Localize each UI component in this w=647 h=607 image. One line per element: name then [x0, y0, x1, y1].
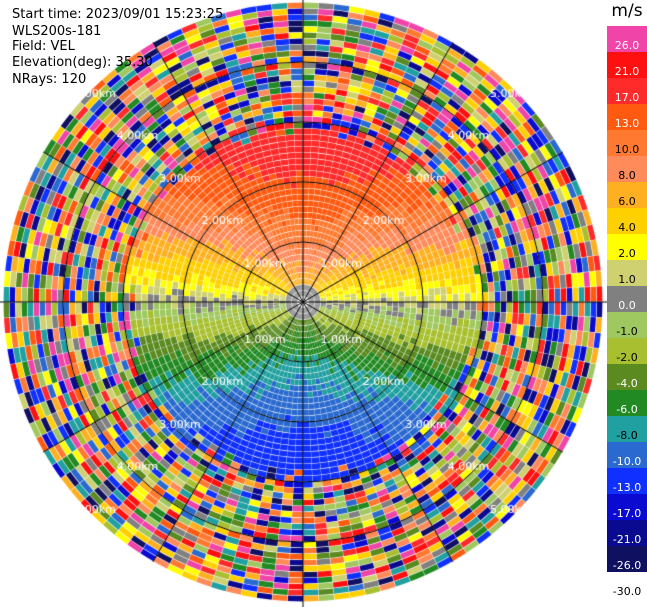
colorbar-tick-label: 17.0	[614, 91, 640, 105]
colorbar-swatch	[607, 52, 647, 79]
colorbar-tick-label: -1.0	[616, 325, 638, 339]
colorbar-swatch	[607, 26, 647, 53]
colorbar-tick-label: -10.0	[612, 455, 642, 469]
colorbar-swatch	[607, 494, 647, 521]
colorbar-tick-label: -2.0	[616, 351, 638, 365]
colorbar-swatch	[607, 312, 647, 339]
colorbar-swatch	[607, 546, 647, 573]
colorbar-swatch	[607, 104, 647, 131]
colorbar-swatch	[607, 260, 647, 287]
colorbar-tick-label: -17.0	[612, 507, 642, 521]
colorbar-swatch	[607, 182, 647, 209]
colorbar-tick-label: 1.0	[618, 273, 636, 287]
radar-ppi-plot	[0, 0, 607, 607]
colorbar-tick-label: 0.0	[618, 299, 636, 313]
colorbar-swatch	[607, 572, 647, 599]
colorbar: 26.0 21.0 17.0 13.0 10.0 8.0 6.0 4.0 2.0 1.0 0.0 -1…	[607, 26, 647, 599]
colorbar-swatch	[607, 338, 647, 365]
colorbar-tick-label: -13.0	[612, 481, 642, 495]
colorbar-swatch	[607, 390, 647, 417]
colorbar-swatch	[607, 286, 647, 313]
field-label: Field: VEL	[12, 39, 75, 54]
colorbar-swatch	[607, 78, 647, 105]
colorbar-swatch	[607, 468, 647, 495]
colorbar-tick-label: -21.0	[612, 533, 642, 547]
colorbar-swatch	[607, 520, 647, 547]
site-label: WLS200s-181	[12, 24, 102, 39]
colorbar-swatch	[607, 364, 647, 391]
colorbar-tick-label: 8.0	[618, 169, 636, 183]
colorbar-tick-label: -8.0	[616, 429, 638, 443]
colorbar-tick-label: 10.0	[614, 143, 640, 157]
colorbar-unit: m/s	[611, 1, 643, 21]
colorbar-tick-label: -6.0	[616, 403, 638, 417]
colorbar-tick-label: 13.0	[614, 117, 640, 131]
colorbar-tick-label: 6.0	[618, 195, 636, 209]
colorbar-tick-label: 4.0	[618, 221, 636, 235]
colorbar-tick-label: -26.0	[612, 559, 642, 573]
colorbar-swatch	[607, 208, 647, 235]
colorbar-swatch	[607, 442, 647, 469]
colorbar-swatch	[607, 156, 647, 183]
colorbar-swatch	[607, 416, 647, 443]
colorbar-tick-label: -4.0	[616, 377, 638, 391]
colorbar-swatch	[607, 234, 647, 261]
colorbar-tick-label: 2.0	[618, 247, 636, 261]
colorbar-tick-label: 26.0	[614, 39, 640, 53]
colorbar-swatch	[607, 130, 647, 157]
colorbar-tick-label: -30.0	[612, 585, 642, 599]
start-time-label: Start time: 2023/09/01 15:23:25	[12, 7, 224, 22]
nrays-label: NRays: 120	[12, 72, 87, 87]
elevation-label: Elevation(deg): 35.30	[12, 55, 153, 70]
colorbar-tick-label: 21.0	[614, 65, 640, 79]
